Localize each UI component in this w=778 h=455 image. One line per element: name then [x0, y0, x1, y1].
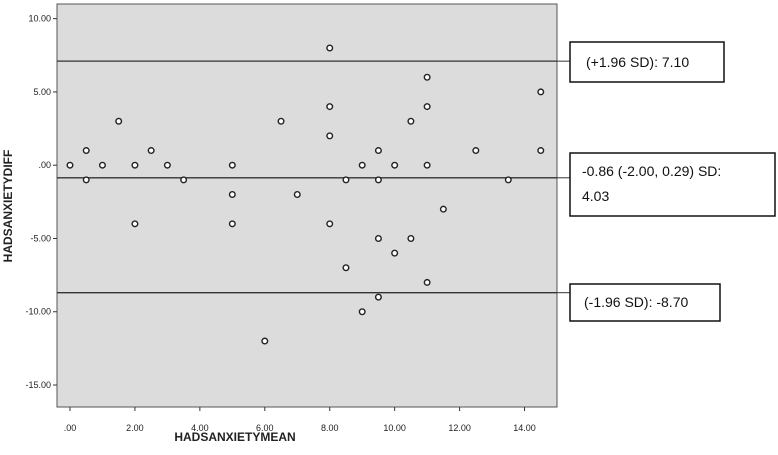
data-point: [342, 264, 350, 272]
upper-limit-label: (+1.96 SD): 7.10: [586, 54, 689, 70]
x-tick-label: .00: [64, 423, 77, 433]
x-tick-label: 8.00: [321, 423, 339, 433]
data-point: [407, 117, 415, 125]
data-point: [423, 161, 431, 169]
data-point: [326, 220, 334, 228]
data-point: [228, 161, 236, 169]
mean-label-line2: 4.03: [582, 188, 609, 204]
x-tick-label: 14.00: [513, 423, 536, 433]
data-point: [423, 278, 431, 286]
data-point: [537, 147, 545, 155]
upper-limit-annotation: (+1.96 SD): 7.10: [569, 41, 725, 83]
y-tick-label: .00: [38, 160, 51, 170]
mean-box: [569, 152, 776, 217]
lower-limit-box: [569, 283, 721, 322]
data-point: [326, 44, 334, 52]
y-tick-label: 5.00: [33, 87, 51, 97]
data-point: [163, 161, 171, 169]
data-point: [261, 337, 269, 345]
data-point: [228, 220, 236, 228]
data-point: [131, 220, 139, 228]
data-point: [98, 161, 106, 169]
data-point: [326, 132, 334, 140]
data-point: [374, 293, 382, 301]
x-axis-ticks: .00 2.00 4.00 6.00 8.00 10.00 12.00 14.00: [64, 407, 536, 433]
data-point: [82, 147, 90, 155]
x-tick-label: 2.00: [126, 423, 144, 433]
data-point: [82, 176, 90, 184]
data-point: [293, 191, 301, 199]
x-tick-label: 6.00: [256, 423, 274, 433]
reference-lines: [57, 60, 570, 294]
data-point: [439, 205, 447, 213]
data-point: [423, 73, 431, 81]
lower-limit-annotation: (-1.96 SD): -8.70: [569, 283, 721, 322]
data-point: [374, 147, 382, 155]
data-point: [115, 117, 123, 125]
data-point: [504, 176, 512, 184]
data-point: [537, 88, 545, 96]
y-tick-label: -15.00: [25, 380, 51, 390]
data-point: [423, 103, 431, 111]
data-points: [66, 44, 545, 345]
y-tick-label: -10.00: [25, 307, 51, 317]
data-point: [131, 161, 139, 169]
data-point: [228, 191, 236, 199]
y-tick-label: 10.00: [28, 14, 51, 24]
x-axis-title: HADSANXIETYMEAN: [174, 430, 295, 444]
data-point: [407, 234, 415, 242]
data-point: [391, 249, 399, 257]
y-tick-label: -5.00: [30, 233, 51, 243]
x-tick-label: 4.00: [191, 423, 209, 433]
mean-label-line1: -0.86 (-2.00, 0.29) SD:: [582, 163, 721, 179]
data-point: [147, 147, 155, 155]
data-point: [358, 308, 366, 316]
data-point: [472, 147, 480, 155]
data-point: [391, 161, 399, 169]
x-tick-label: 10.00: [383, 423, 406, 433]
y-axis-title: HADSANXIETYDIFF: [1, 150, 15, 263]
plot-area: [56, 3, 558, 408]
data-point: [277, 117, 285, 125]
data-point: [358, 161, 366, 169]
upper-limit-box: [569, 41, 725, 83]
mean-annotation: -0.86 (-2.00, 0.29) SD: 4.03: [569, 152, 776, 217]
data-point: [374, 176, 382, 184]
lower-limit-label: (-1.96 SD): -8.70: [584, 294, 688, 310]
x-tick-label: 12.00: [448, 423, 471, 433]
data-point: [342, 176, 350, 184]
data-point: [66, 161, 74, 169]
data-point: [326, 103, 334, 111]
y-axis-ticks: 10.00 5.00 .00 -5.00 -10.00 -15.00: [25, 14, 57, 390]
data-point: [180, 176, 188, 184]
data-point: [374, 234, 382, 242]
